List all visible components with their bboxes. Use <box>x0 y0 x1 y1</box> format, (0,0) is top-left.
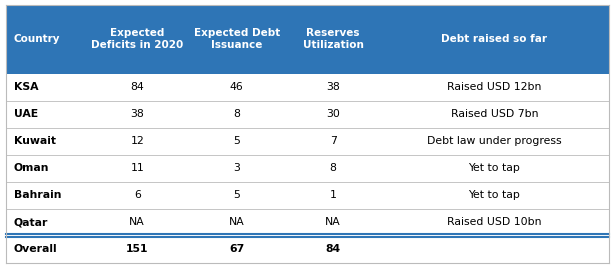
Bar <box>6 128 609 155</box>
Text: Bahrain: Bahrain <box>14 190 61 200</box>
Text: Country: Country <box>14 35 60 44</box>
Text: 151: 151 <box>126 244 148 254</box>
Text: 8: 8 <box>233 109 240 119</box>
Text: 38: 38 <box>326 82 340 92</box>
Text: 84: 84 <box>130 82 144 92</box>
Text: UAE: UAE <box>14 109 38 119</box>
Text: Reserves
Utilization: Reserves Utilization <box>303 28 363 50</box>
Text: 12: 12 <box>130 136 144 146</box>
Text: Expected
Deficits in 2020: Expected Deficits in 2020 <box>91 28 183 50</box>
Text: 6: 6 <box>134 190 141 200</box>
Text: Qatar: Qatar <box>14 217 48 227</box>
Text: Raised USD 10bn: Raised USD 10bn <box>447 217 542 227</box>
Text: 8: 8 <box>330 163 336 173</box>
Text: Yet to tap: Yet to tap <box>469 163 520 173</box>
Text: NA: NA <box>129 217 145 227</box>
Text: NA: NA <box>229 217 245 227</box>
Bar <box>6 5 609 73</box>
Text: Kuwait: Kuwait <box>14 136 55 146</box>
Text: Expected Debt
Issuance: Expected Debt Issuance <box>194 28 280 50</box>
Text: 5: 5 <box>233 136 240 146</box>
Text: 38: 38 <box>130 109 144 119</box>
Bar <box>6 155 609 182</box>
Text: 84: 84 <box>325 244 341 254</box>
Text: Debt law under progress: Debt law under progress <box>427 136 561 146</box>
Text: NA: NA <box>325 217 341 227</box>
Text: 3: 3 <box>233 163 240 173</box>
Text: Yet to tap: Yet to tap <box>469 190 520 200</box>
Bar <box>6 182 609 209</box>
Text: Raised USD 12bn: Raised USD 12bn <box>447 82 542 92</box>
Text: 11: 11 <box>130 163 144 173</box>
Text: Oman: Oman <box>14 163 49 173</box>
Bar <box>6 73 609 100</box>
Text: Overall: Overall <box>14 244 57 254</box>
Bar <box>6 209 609 236</box>
Text: Debt raised so far: Debt raised so far <box>442 35 547 44</box>
Text: Raised USD 7bn: Raised USD 7bn <box>451 109 538 119</box>
Text: 7: 7 <box>330 136 336 146</box>
Text: 67: 67 <box>229 244 244 254</box>
Bar <box>6 100 609 128</box>
Text: 46: 46 <box>230 82 244 92</box>
Text: 30: 30 <box>326 109 340 119</box>
Text: 5: 5 <box>233 190 240 200</box>
Text: 1: 1 <box>330 190 336 200</box>
Text: KSA: KSA <box>14 82 38 92</box>
Bar <box>6 236 609 263</box>
